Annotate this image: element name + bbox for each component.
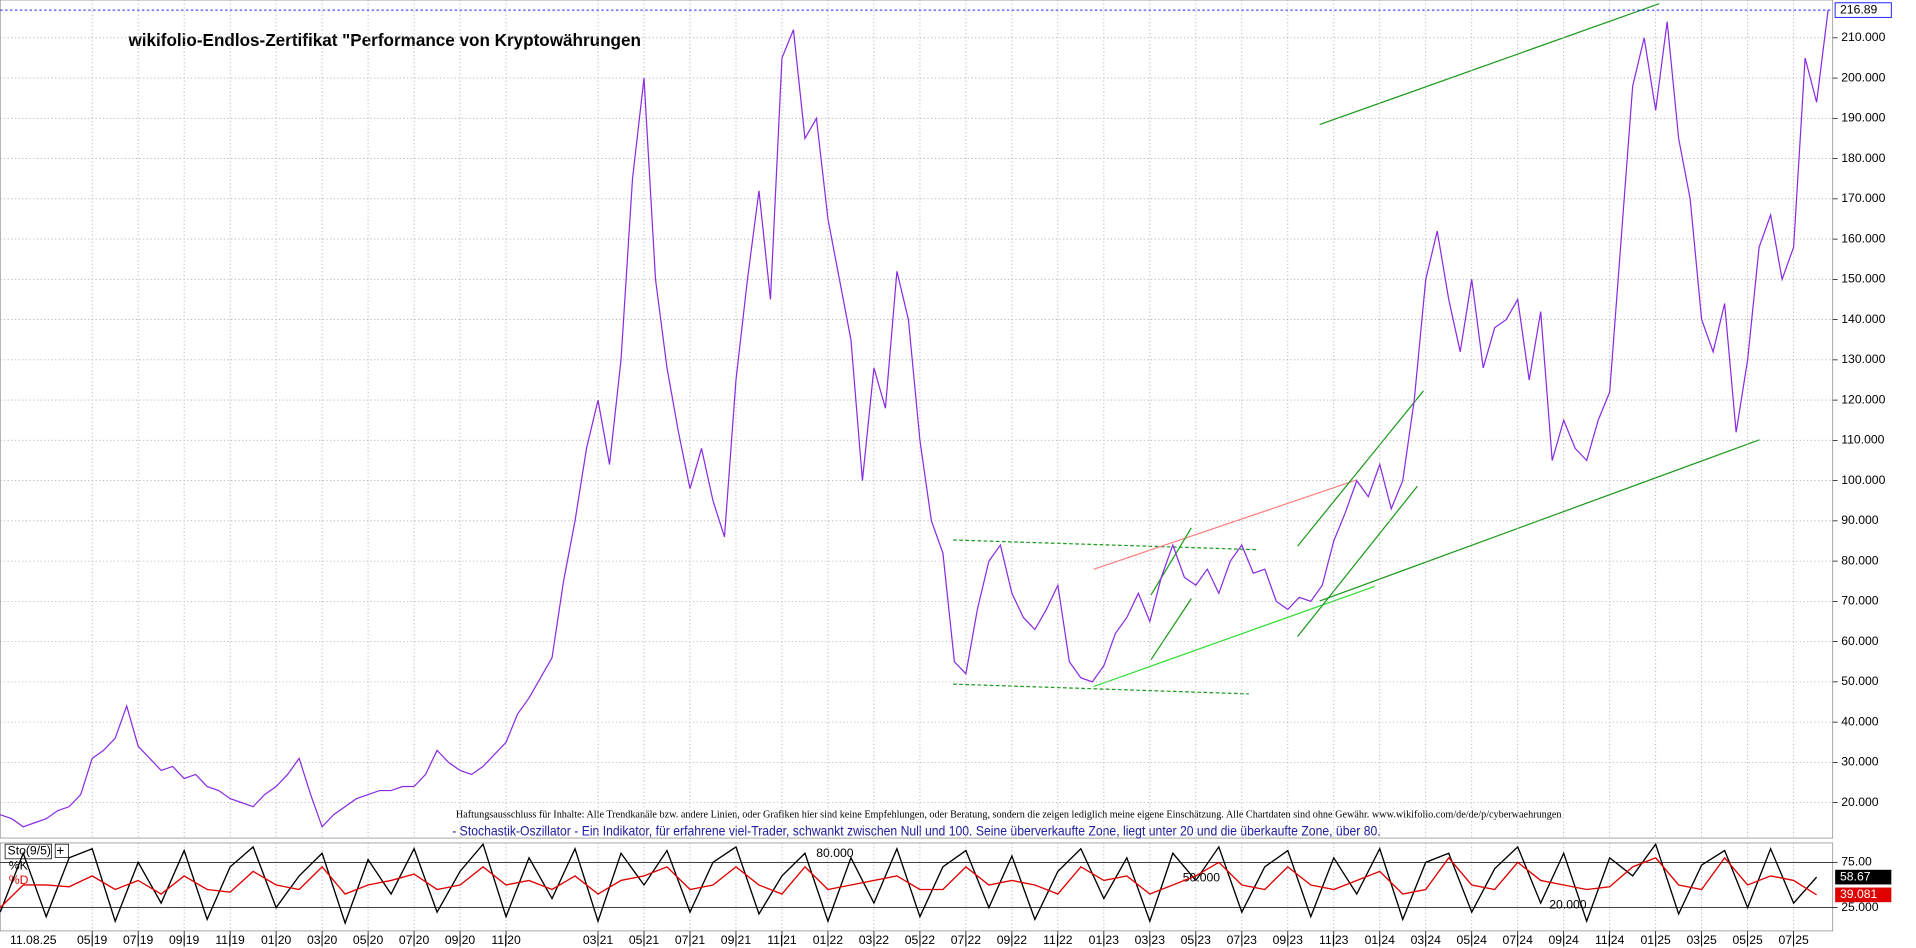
x-tick-label: 07|23 bbox=[1227, 933, 1258, 947]
y-tick-label: 210.000 bbox=[1841, 30, 1885, 44]
x-tick-label: 07|24 bbox=[1503, 933, 1534, 947]
y-tick-label: 100.000 bbox=[1841, 473, 1885, 487]
y-tick-label: 120.000 bbox=[1841, 392, 1885, 406]
level-label: 80.000 bbox=[816, 846, 854, 860]
y-tick-label: 160.000 bbox=[1841, 231, 1885, 245]
chart-title: wikifolio-Endlos-Zertifikat "Performance… bbox=[127, 31, 640, 50]
x-tick-label: 11|20 bbox=[491, 933, 521, 947]
last-value-box bbox=[1834, 2, 1892, 18]
x-tick-label: 09|21 bbox=[721, 933, 752, 947]
y-tick-label: 170.000 bbox=[1841, 191, 1885, 205]
x-tick-label: 05|20 bbox=[353, 933, 384, 947]
x-tick-label: 07|20 bbox=[399, 933, 430, 947]
x-tick-label: 09|24 bbox=[1549, 933, 1580, 947]
x-tick-label: 01|24 bbox=[1365, 933, 1396, 947]
date-label: 11.08.25 bbox=[10, 933, 57, 947]
x-tick-label: 07|25 bbox=[1778, 933, 1809, 947]
x-tick-label: 03|21 bbox=[583, 933, 614, 947]
x-tick-label: 11|19 bbox=[215, 933, 245, 947]
x-tick-label: 03|22 bbox=[859, 933, 890, 947]
last-value-box bbox=[1835, 869, 1892, 885]
expand-icon[interactable]: + bbox=[56, 843, 64, 858]
x-tick-label: 03|20 bbox=[307, 933, 338, 947]
trend-line bbox=[1319, 3, 1660, 126]
x-tick-label: 11|21 bbox=[767, 933, 797, 947]
y-tick-label: 70.000 bbox=[1841, 594, 1879, 608]
y-tick-label: 50.000 bbox=[1841, 674, 1879, 688]
expand-button[interactable] bbox=[54, 843, 70, 858]
x-tick-label: 09|20 bbox=[445, 933, 476, 947]
indicator-note: - Stochastik-Oszillator - Ein Indikator,… bbox=[452, 823, 1380, 838]
y-tick-label: 30.000 bbox=[1841, 755, 1879, 769]
y-tick-label: 75.00 bbox=[1841, 855, 1872, 869]
y-tick-label: 180.000 bbox=[1841, 151, 1885, 165]
x-tick-label: 01|22 bbox=[813, 933, 844, 947]
y-tick-label: 80.000 bbox=[1841, 553, 1879, 567]
x-tick-label: 03|23 bbox=[1135, 933, 1166, 947]
y-tick-label: 25.000 bbox=[1841, 900, 1879, 914]
x-tick-label: 07|22 bbox=[951, 933, 982, 947]
y-tick-label: 140.000 bbox=[1841, 312, 1885, 326]
x-tick-label: 07|21 bbox=[675, 933, 706, 947]
last-value-label: 216.89 bbox=[1840, 2, 1878, 16]
y-tick-label: 190.000 bbox=[1841, 111, 1885, 125]
y-tick-label: 110.000 bbox=[1841, 433, 1884, 447]
trend-line bbox=[1093, 479, 1357, 570]
level-label: 50.000 bbox=[1183, 871, 1221, 885]
trend-line bbox=[1297, 390, 1424, 547]
x-tick-label: 05|24 bbox=[1457, 933, 1488, 947]
x-tick-label: 03|24 bbox=[1411, 933, 1442, 947]
x-tick-label: 09|19 bbox=[169, 933, 200, 947]
x-tick-label: 05|22 bbox=[905, 933, 936, 947]
trend-line bbox=[953, 683, 1249, 695]
y-tick-label: 130.000 bbox=[1841, 352, 1885, 366]
y-tick-label: 90.000 bbox=[1841, 513, 1879, 527]
indicator-title: Sto(9/5) bbox=[8, 844, 51, 858]
trend-line bbox=[1150, 598, 1192, 661]
last-value-box bbox=[1835, 887, 1892, 903]
y-tick-label: 200.000 bbox=[1841, 70, 1885, 84]
x-tick-label: 01|25 bbox=[1640, 933, 1671, 947]
x-tick-label: 05|25 bbox=[1732, 933, 1763, 947]
x-tick-label: 09|23 bbox=[1273, 933, 1304, 947]
x-tick-label: 07|19 bbox=[123, 933, 154, 947]
x-tick-label: 11|24 bbox=[1595, 933, 1625, 947]
x-tick-label: 05|21 bbox=[629, 933, 660, 947]
trend-line bbox=[1093, 585, 1375, 688]
x-tick-label: 11|23 bbox=[1319, 933, 1349, 947]
disclaimer: Haftungsausschluss für Inhalte: Alle Tre… bbox=[456, 808, 1562, 820]
price-panel bbox=[0, 0, 1834, 839]
last-value-label: 58.67 bbox=[1840, 869, 1871, 883]
y-tick-label: 60.000 bbox=[1841, 634, 1879, 648]
last-value-label: 39.081 bbox=[1840, 887, 1878, 901]
x-tick-label: 05|23 bbox=[1181, 933, 1212, 947]
x-tick-label: 01|23 bbox=[1089, 933, 1120, 947]
y-tick-label: 20.000 bbox=[1841, 795, 1879, 809]
y-tick-label: 150.000 bbox=[1841, 272, 1885, 286]
x-tick-label: 05|19 bbox=[77, 933, 108, 947]
data-line bbox=[0, 856, 1817, 909]
indicator-box bbox=[4, 843, 52, 860]
trend-line bbox=[1319, 439, 1760, 602]
x-tick-label: 01|20 bbox=[261, 933, 292, 947]
x-tick-label: 09|22 bbox=[997, 933, 1028, 947]
trend-line bbox=[1150, 527, 1192, 596]
y-tick-label: 40.000 bbox=[1841, 714, 1879, 728]
data-line bbox=[0, 10, 1829, 828]
x-tick-label: 03|25 bbox=[1686, 933, 1717, 947]
x-tick-label: 11|22 bbox=[1043, 933, 1073, 947]
trend-line bbox=[953, 539, 1259, 551]
